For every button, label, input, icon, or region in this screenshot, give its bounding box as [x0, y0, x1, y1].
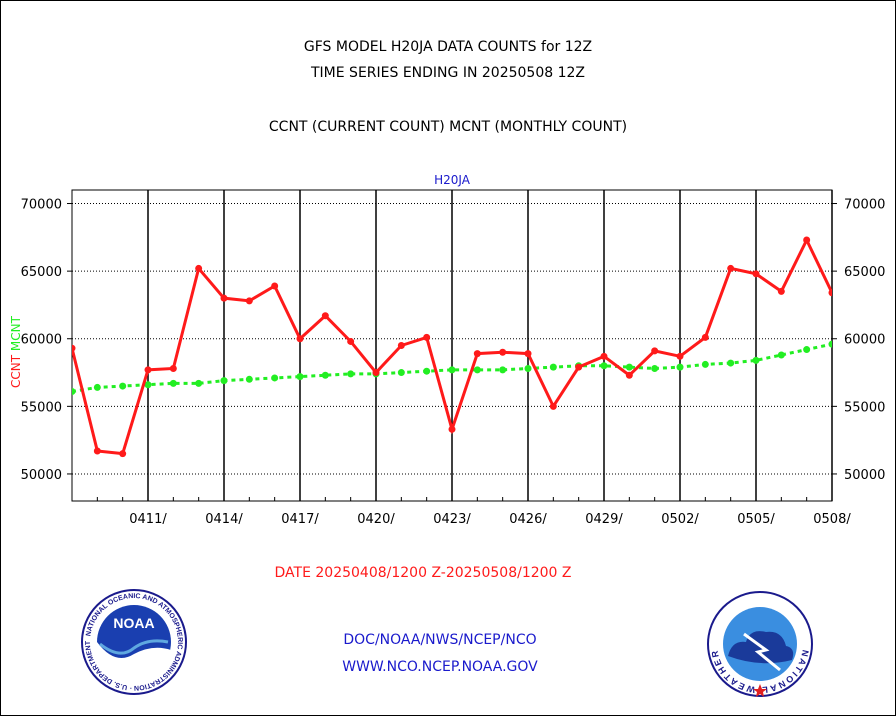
mcnt-point — [144, 381, 152, 389]
ccnt-point — [473, 350, 481, 358]
ccnt-point — [600, 352, 608, 360]
y-tick-label-right: 70000 — [844, 198, 885, 213]
noaa-logo-text: NOAA — [113, 615, 154, 631]
x-tick-label: 0420/ — [357, 512, 395, 527]
noaa-logo: NOAA NATIONAL OCEANIC AND ATMOSPHERIC AD… — [80, 588, 187, 695]
title-line-3: CCNT (CURRENT COUNT) MCNT (MONTHLY COUNT… — [268, 119, 628, 135]
mcnt-point — [93, 383, 101, 391]
ccnt-point — [397, 342, 405, 349]
nws-logo: NATIONAL WEATHER SERVICE — [706, 590, 813, 697]
ccnt-point — [321, 312, 329, 320]
mcnt-point — [195, 379, 203, 387]
ccnt-point — [575, 363, 583, 371]
x-tick-label: 0423/ — [433, 512, 471, 527]
mcnt-point — [245, 375, 253, 383]
ccnt-point — [93, 447, 101, 455]
x-tick-label: 0508/ — [813, 512, 851, 527]
mcnt-point — [727, 359, 735, 367]
date-range-label: DATE 20250408/1200 Z-20250508/1200 Z — [274, 565, 572, 581]
y-tick-label-left: 70000 — [21, 198, 62, 213]
ccnt-point — [271, 282, 279, 290]
ccnt-point — [676, 352, 684, 360]
ccnt-point — [169, 364, 177, 372]
ccnt-point — [119, 450, 127, 458]
y-tick-label-left: 50000 — [21, 468, 62, 483]
ccnt-point — [347, 337, 355, 345]
ccnt-point — [727, 264, 735, 272]
x-tick-label: 0429/ — [585, 512, 623, 527]
mcnt-point — [423, 367, 431, 375]
mcnt-point — [397, 369, 405, 377]
mcnt-point — [169, 379, 177, 387]
mcnt-point — [119, 382, 127, 390]
ccnt-point — [423, 333, 431, 341]
ccnt-point — [549, 402, 557, 410]
ccnt-point — [651, 347, 659, 355]
ccnt-point — [701, 333, 709, 341]
title-line-2: TIME SERIES ENDING IN 20250508 12Z — [311, 65, 585, 81]
y-axis-label: CCNT MCNT — [9, 315, 23, 388]
ccnt-point — [752, 270, 760, 278]
ccnt-point — [144, 366, 152, 374]
mcnt-point — [676, 363, 684, 371]
y-tick-label-left: 65000 — [21, 265, 62, 280]
ccnt-point — [245, 297, 253, 305]
ccnt-point — [524, 350, 532, 358]
ccnt-point — [296, 335, 304, 343]
mcnt-point — [448, 366, 456, 374]
mcnt-point — [296, 373, 304, 381]
mcnt-point — [549, 363, 557, 371]
mcnt-point — [72, 387, 76, 395]
ccnt-point — [372, 369, 380, 377]
x-tick-label: 0505/ — [737, 512, 775, 527]
mcnt-point — [600, 362, 608, 370]
x-tick-label: 0417/ — [281, 512, 319, 527]
mcnt-point — [473, 366, 481, 374]
x-tick-label: 0426/ — [509, 512, 547, 527]
mcnt-point — [321, 371, 329, 379]
mcnt-point — [625, 363, 633, 371]
mcnt-point — [828, 340, 832, 348]
y-tick-label-right: 60000 — [844, 333, 885, 348]
ccnt-point — [448, 425, 456, 433]
mcnt-point — [524, 364, 532, 372]
mcnt-point — [271, 374, 279, 382]
org-path-label: DOC/NOAA/NWS/NCEP/NCO — [343, 632, 537, 648]
y-tick-label-left: 55000 — [21, 400, 62, 415]
ccnt-point — [499, 348, 507, 356]
mcnt-point — [499, 366, 507, 374]
mcnt-point — [777, 351, 785, 359]
x-tick-label: 0414/ — [205, 512, 243, 527]
website-link[interactable]: WWW.NCO.NCEP.NOAA.GOV — [342, 659, 538, 675]
ccnt-point — [220, 294, 228, 302]
mcnt-point — [701, 360, 709, 368]
mcnt-point — [752, 356, 760, 364]
title-line-1: GFS MODEL H20JA DATA COUNTS for 12Z — [303, 39, 593, 55]
ccnt-point — [777, 287, 785, 295]
y-tick-label-right: 55000 — [844, 400, 885, 415]
ccnt-point — [625, 371, 633, 379]
x-tick-label: 0411/ — [129, 512, 167, 527]
y-tick-label-left: 60000 — [21, 333, 62, 348]
y-tick-label-right: 50000 — [844, 468, 885, 483]
ccnt-point — [828, 289, 832, 297]
ccnt-point — [72, 344, 76, 352]
mcnt-point — [651, 364, 659, 372]
ccnt-point — [195, 264, 203, 272]
ccnt-point — [803, 236, 811, 244]
mcnt-point — [220, 377, 228, 385]
chart-title: H20JA — [434, 173, 471, 187]
mcnt-point — [347, 370, 355, 378]
y-tick-label-right: 65000 — [844, 265, 885, 280]
series-group — [72, 236, 832, 458]
x-tick-label: 0502/ — [661, 512, 699, 527]
mcnt-point — [803, 346, 811, 354]
